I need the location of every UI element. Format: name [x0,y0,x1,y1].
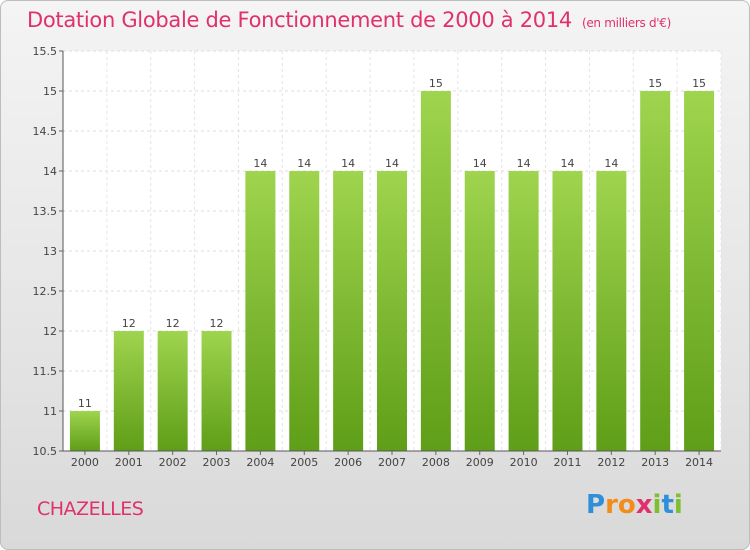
bar-value-label: 14 [341,157,355,170]
x-tick-label: 2004 [246,456,274,469]
y-tick-label: 11 [43,405,57,418]
bar-2003 [201,331,232,451]
bar-2002 [157,331,188,451]
bar-2014 [684,91,715,451]
bar-2000 [69,411,100,451]
logo-letter: i [673,490,683,520]
bar-value-label: 15 [429,77,443,90]
bar-2006 [333,171,364,451]
logo-letter: i [652,490,662,520]
bar-value-label: 15 [692,77,706,90]
bar-value-label: 14 [253,157,267,170]
bar-value-label: 14 [297,157,311,170]
bar-2012 [596,171,627,451]
x-tick-label: 2011 [553,456,581,469]
bars: 11 12 12 12 14 14 14 14 15 14 14 14 14 15 15 [69,77,715,451]
y-tick-label: 11.5 [33,365,58,378]
logo-letter: t [661,490,674,520]
chart-title: Dotation Globale de Fonctionnement de 20… [27,8,671,32]
bar-2009 [464,171,495,451]
y-tick-label: 14.5 [33,125,58,138]
x-tick-label: 2014 [685,456,713,469]
bar-value-label: 14 [560,157,574,170]
bar-value-label: 12 [122,317,136,330]
bar-value-label: 14 [385,157,399,170]
y-tick-label: 13.5 [33,205,58,218]
y-tick-label: 12 [43,325,57,338]
logo-letter: o [617,490,636,520]
bar-2010 [508,171,539,451]
x-tick-label: 2010 [510,456,538,469]
y-tick-label: 14 [43,165,57,178]
title-text: Dotation Globale de Fonctionnement de 20… [27,8,572,32]
x-tick-label: 2012 [597,456,625,469]
y-tick-label: 15.5 [33,45,58,58]
x-tick-label: 2006 [334,456,362,469]
x-tick-label: 2001 [115,456,143,469]
logo-letter: x [635,490,653,520]
bar-value-label: 12 [210,317,224,330]
x-tick-label: 2009 [466,456,494,469]
town-name: CHAZELLES [37,498,144,520]
x-tick-label: 2008 [422,456,450,469]
unit-label: (en milliers d'€) [581,16,671,30]
bar-value-label: 11 [78,397,92,410]
bar-2005 [289,171,320,451]
x-tick-label: 2013 [641,456,669,469]
logo-letter: P [586,490,606,520]
bar-2004 [245,171,276,451]
bar-value-label: 12 [166,317,180,330]
bar-2007 [377,171,407,451]
axes: 10.5 11 11.5 12 12.5 13 13.5 14 14.5 15 15.5 2000 20… [33,45,721,469]
x-tick-label: 2005 [290,456,318,469]
bar-2011 [552,171,583,451]
y-tick-label: 12.5 [33,285,58,298]
bar-value-label: 14 [517,157,531,170]
x-tick-label: 2003 [203,456,231,469]
y-tick-label: 13 [43,245,57,258]
bar-2008 [420,91,451,451]
x-tick-label: 2007 [378,456,406,469]
bar-2001 [113,331,144,451]
x-tick-label: 2000 [71,456,99,469]
y-tick-label: 15 [43,85,57,98]
y-tick-label: 10.5 [33,445,58,458]
proxiti-logo: Proxiti [586,490,683,520]
bar-2013 [640,91,671,451]
bar-value-label: 15 [648,77,662,90]
bar-value-label: 14 [604,157,618,170]
bar-value-label: 14 [473,157,487,170]
x-tick-label: 2002 [159,456,187,469]
logo-letter: r [605,490,618,520]
